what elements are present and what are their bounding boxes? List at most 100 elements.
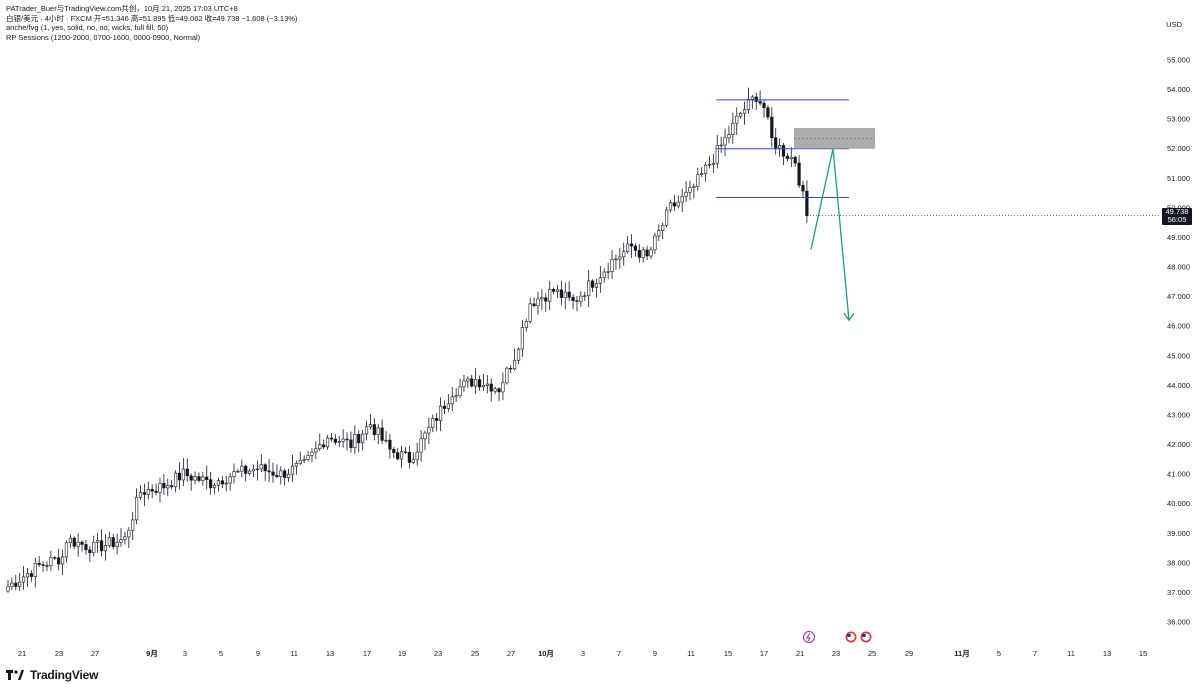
candle-body [715,145,719,164]
x-tick-label: 13 [1103,649,1111,658]
candle-body [228,476,232,484]
indicator-fvg-label[interactable]: anche/fvg (1, yes, solid, no, no, wicks,… [6,23,169,32]
candle-body [177,472,182,481]
currency-label[interactable]: USD [1166,20,1182,29]
candle-body [41,564,45,566]
candle-body [162,482,166,489]
x-tick-label: 23 [832,649,840,658]
candle-body [298,460,302,464]
x-tick-label: 11 [290,649,298,658]
candle-body [797,162,801,186]
candle-body [25,573,30,578]
y-tick-label: 46.000 [1167,322,1190,331]
lightning-event-icon[interactable] [803,631,815,643]
candle-body [212,484,217,489]
projection-path[interactable] [810,148,850,321]
candle-body [419,438,423,453]
x-tick-label: 9 [256,649,260,658]
candle-body [774,137,778,149]
candle-body [458,386,462,396]
x-tick-label: 23 [434,649,442,658]
candle-body [220,480,224,485]
y-tick-label: 45.000 [1167,351,1190,360]
last-price-value: 49.738 [1165,206,1189,216]
candle-body [474,379,478,387]
candle-body [333,438,337,443]
candle-body [318,444,322,449]
candle-body [645,249,649,257]
candle-body [275,474,279,477]
candle-body [131,519,135,531]
candle-body [123,536,127,540]
x-tick-label: 5 [219,649,223,658]
candle-body [251,468,256,472]
candle-body [103,545,108,552]
candle-body [661,224,665,231]
y-tick-label: 54.000 [1167,85,1190,94]
x-tick-label: 17 [363,649,371,658]
y-tick-label: 51.000 [1167,174,1190,183]
x-tick-label: 25 [868,649,876,658]
candle-body [37,563,41,565]
candle-body [158,482,162,493]
candle-body [672,202,676,207]
candle-body [411,459,415,463]
candle-body [263,464,267,472]
y-tick-label: 41.000 [1167,470,1190,479]
candle-body [341,438,345,442]
candle-body [789,156,793,159]
credit-line: PATrader_Buer与TradingView.com共创，10月 21, … [6,4,238,13]
candle-body [224,482,228,485]
candle-body [563,291,567,298]
candle-body [290,465,295,475]
candle-body [29,573,33,577]
candle-body [107,537,111,546]
candle-body [45,565,49,567]
candle-body [322,444,326,448]
candle-body [388,439,392,450]
candle-body [587,280,591,297]
candle-body [610,259,614,272]
candle-body [470,378,474,387]
brand-name: TradingView [30,668,99,682]
lightning-bolt-icon [806,632,811,642]
candle-body [606,271,610,273]
candle-body [399,451,404,460]
candle-body [407,451,411,463]
candle-body [731,122,735,135]
candle-body [205,476,209,480]
candle-body [236,470,240,473]
candle-body [310,451,314,456]
candle-body [357,434,361,444]
y-tick-label: 53.000 [1167,115,1190,124]
brand-footer[interactable]: TradingView [6,668,98,682]
candle-body [10,582,14,587]
candle-body [653,235,657,251]
candle-body [150,488,154,492]
candle-body [805,190,809,216]
candle-body [115,542,119,547]
candle-body [181,468,185,481]
candle-body [380,427,384,441]
candle-body [524,321,528,328]
candle-body [481,385,486,388]
candle-body [146,488,150,495]
indicator-sessions-label[interactable]: RP Sessions (1200-2000, 0700-1600, 0000-… [6,32,201,42]
candle-body [680,196,684,203]
candle-body [84,544,88,551]
candle-body [664,209,669,226]
x-tick-label: 19 [398,649,406,658]
y-tick-label: 49.000 [1167,233,1190,242]
candle-body [540,297,544,300]
y-tick-label: 42.000 [1167,440,1190,449]
candle-body [758,101,762,104]
candle-body [801,184,805,192]
candle-body [692,186,696,188]
last-price-tag: 49.738 56:05 [1162,206,1192,225]
candle-body [762,102,766,109]
x-tick-label: 23 [55,649,63,658]
candle-body [739,112,743,117]
candle-body [423,432,427,440]
x-tick-label: 29 [905,649,913,658]
